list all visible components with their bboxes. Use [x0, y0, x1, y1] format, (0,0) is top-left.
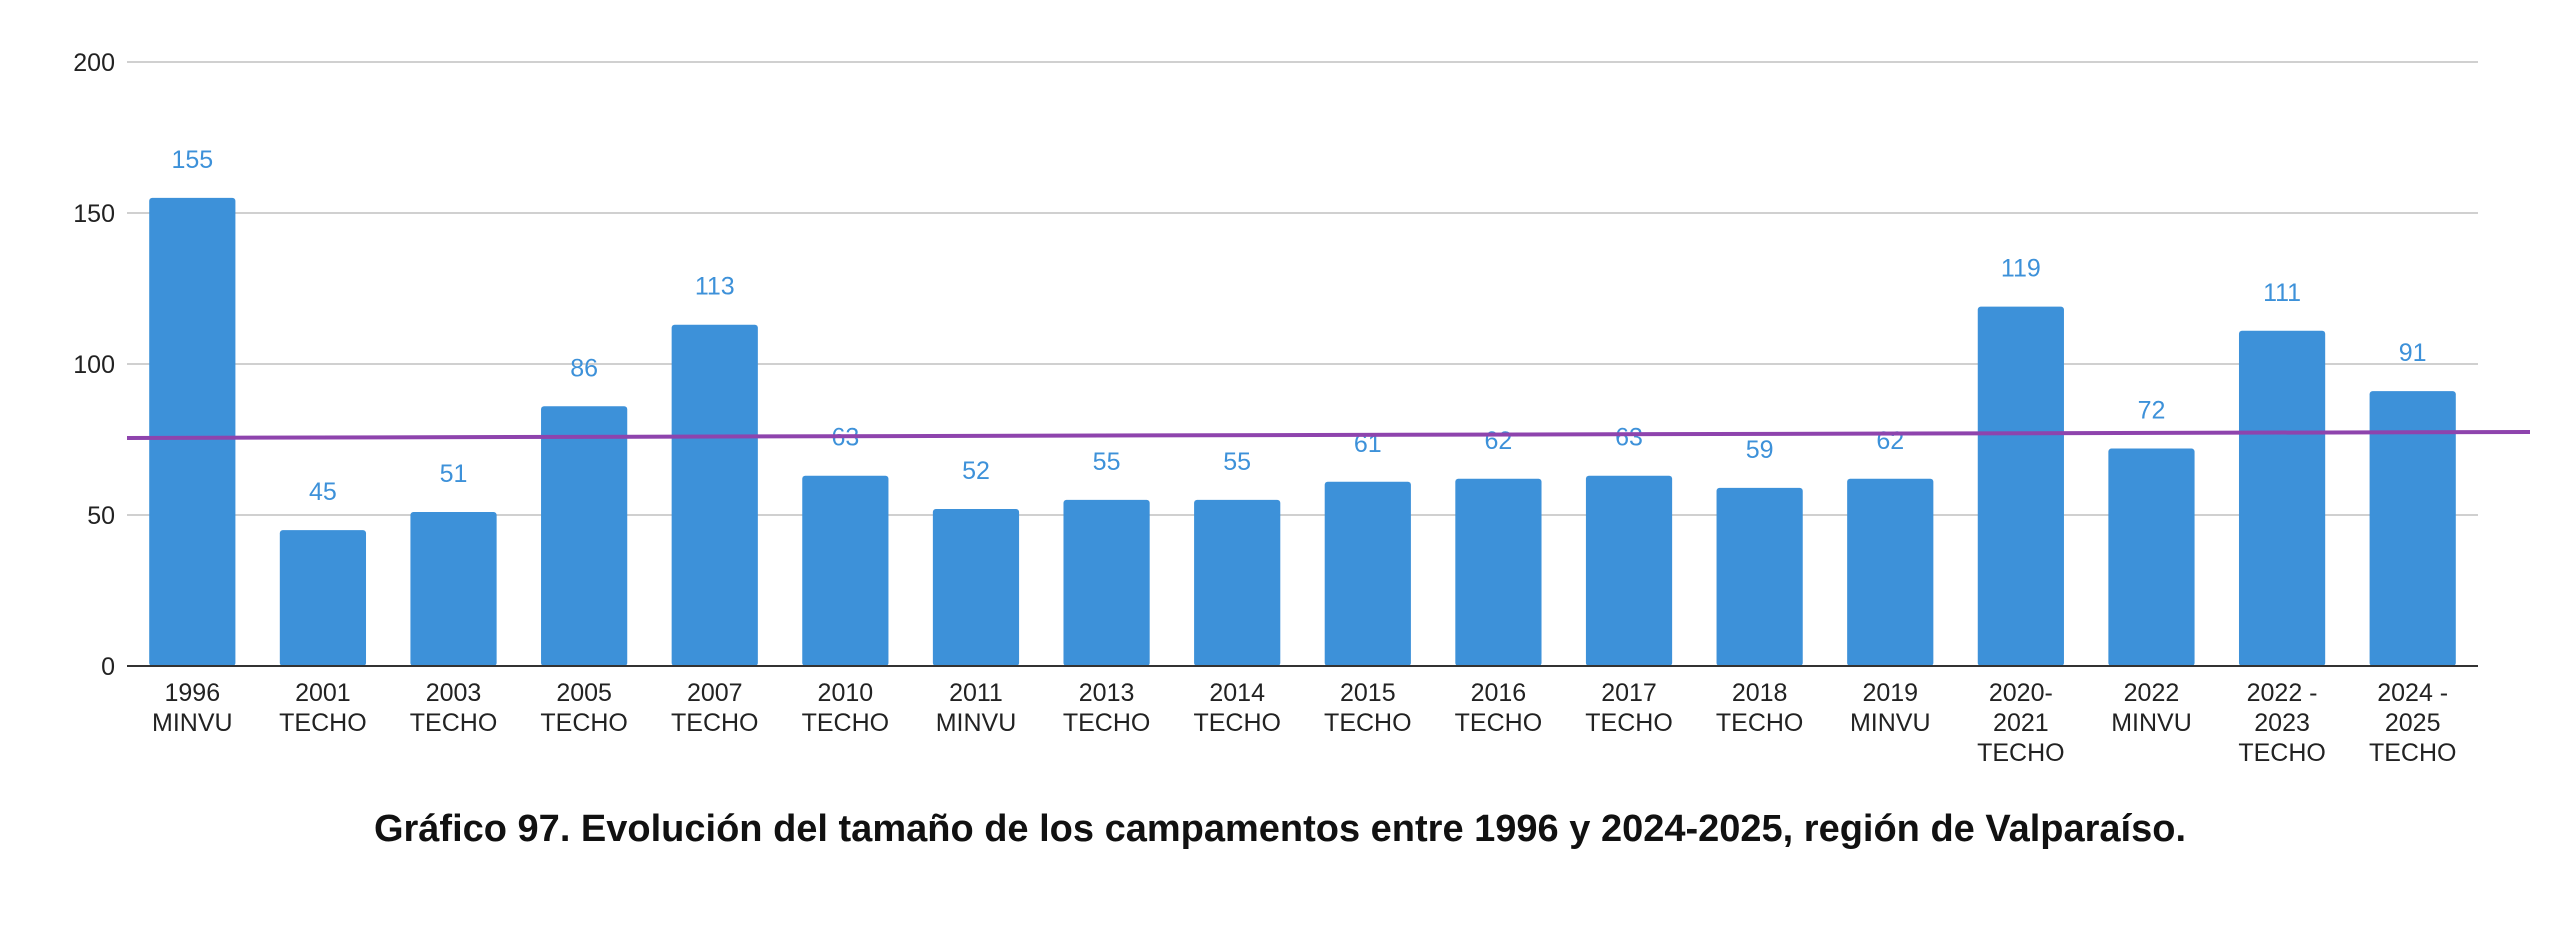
x-tick-label: 2019 MINVU [1850, 679, 1931, 737]
data-label: 72 [2138, 397, 2166, 425]
data-label: 55 [1223, 448, 1251, 476]
x-tick-label: 2010 TECHO [802, 679, 890, 737]
x-tick-label: 2020-2021 TECHO [1977, 679, 2065, 767]
data-label: 113 [695, 273, 735, 301]
x-tick-label: 2022 MINVU [2111, 679, 2192, 737]
bar [1194, 499, 1281, 666]
data-label: 45 [309, 478, 337, 506]
x-tick-label: 2007 TECHO [671, 679, 759, 737]
bar [2238, 330, 2326, 666]
bar [1585, 475, 1673, 666]
bar [1455, 478, 1542, 666]
data-label: 55 [1093, 448, 1121, 476]
bar [1063, 499, 1150, 666]
x-tick-label: 1996 MINVU [152, 679, 233, 737]
data-label: 52 [962, 457, 990, 485]
data-label: 119 [2001, 255, 2041, 283]
bar [541, 406, 628, 666]
x-tick-label: 2017 TECHO [1585, 679, 1673, 737]
bar [1977, 306, 2064, 666]
bar [2369, 391, 2456, 666]
bar-chart: 0 50 100 150 200 155 1996 MINVU 45 2001 TECHO 51 200… [73, 49, 2531, 767]
y-tick-label: 50 [87, 502, 115, 530]
bar [1716, 487, 1803, 666]
bar [1847, 478, 1934, 666]
data-label: 86 [570, 354, 598, 382]
y-tick-label: 150 [73, 200, 115, 228]
bar [932, 508, 1020, 666]
x-tick-label: 2011 MINVU [936, 679, 1017, 737]
bar [2108, 448, 2195, 666]
y-tick-label: 100 [73, 351, 115, 379]
data-label: 62 [1485, 427, 1513, 455]
x-tick-label: 2003 TECHO [410, 679, 498, 737]
bar [149, 197, 236, 666]
data-label: 155 [171, 146, 213, 174]
bar [671, 324, 758, 666]
data-label: 111 [2263, 279, 2301, 307]
bar [802, 475, 889, 666]
x-tick-label: 2014 TECHO [1193, 679, 1281, 737]
data-label: 63 [1615, 424, 1643, 452]
bar [410, 511, 497, 666]
x-tick-label: 2001 TECHO [279, 679, 367, 737]
data-label: 51 [440, 460, 468, 488]
trend-line [126, 429, 2531, 440]
x-tick-label: 2005 TECHO [540, 679, 628, 737]
x-tick-label: 2024 -2025 TECHO [2369, 679, 2457, 767]
x-tick-label: 2018 TECHO [1716, 679, 1804, 737]
y-tick-label: 200 [73, 49, 115, 77]
data-label: 91 [2399, 339, 2427, 367]
x-tick-label: 2013 TECHO [1063, 679, 1151, 737]
chart-caption: Gráfico 97. Evolución del tamaño de los … [373, 808, 2187, 850]
data-label: 62 [1876, 427, 1904, 455]
x-tick-label: 2022 -2023 TECHO [2238, 679, 2326, 767]
bar [1324, 481, 1411, 666]
data-label: 59 [1746, 436, 1774, 464]
y-tick-label: 0 [101, 653, 115, 681]
x-tick-label: 2015 TECHO [1324, 679, 1412, 737]
x-tick-label: 2016 TECHO [1455, 679, 1543, 737]
bar [279, 530, 367, 666]
